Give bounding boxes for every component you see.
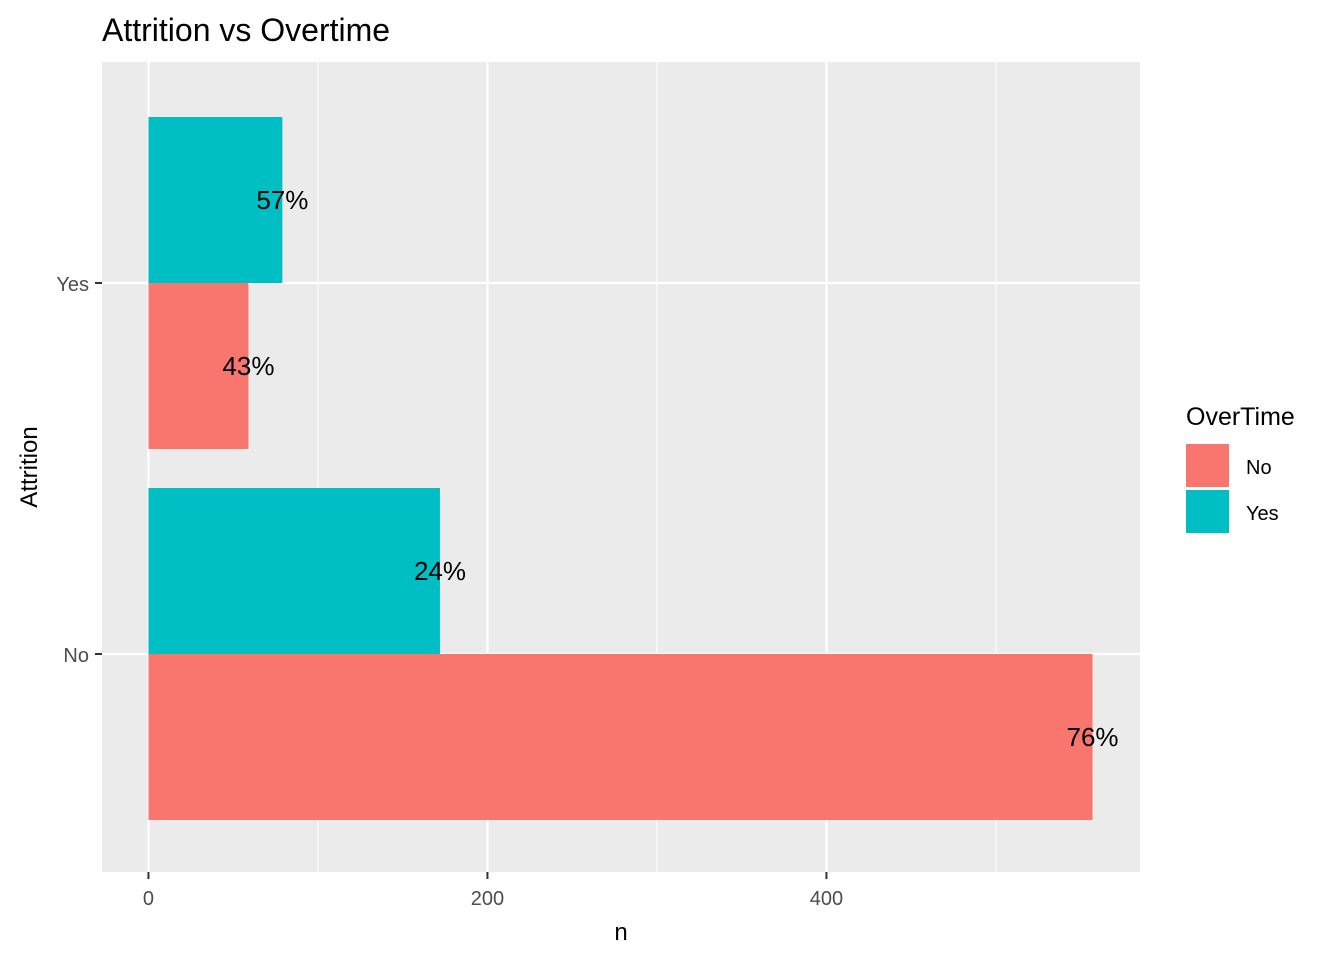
x-tick-label: 0 [143, 888, 154, 910]
chart-title: Attrition vs Overtime [102, 12, 390, 48]
y-axis-title: Attrition [16, 426, 43, 507]
legend-label-yes: Yes [1246, 503, 1279, 525]
x-tick-label: 200 [471, 888, 504, 910]
bar-yes-overtime-yes [148, 117, 283, 283]
y-tick-label: Yes [56, 274, 89, 296]
bar-labels: 76% 24% 43% 57% [222, 185, 1118, 752]
legend-key-no [1186, 444, 1229, 487]
bar-yes-overtime-no [148, 283, 249, 449]
bar-no-overtime-yes [148, 488, 440, 654]
axis-ticks: 0 200 400 No Yes [56, 274, 843, 910]
legend-key-yes [1186, 490, 1229, 533]
bar-no-overtime-no [148, 654, 1093, 820]
legend-label-no: No [1246, 457, 1272, 479]
bar-label-yes-overtime-no: 43% [222, 351, 274, 381]
legend-title: OverTime [1186, 403, 1295, 431]
x-axis-title: n [614, 919, 627, 946]
bars [148, 117, 1093, 820]
bar-label-no-overtime-no: 76% [1067, 722, 1119, 752]
bar-label-no-overtime-yes: 24% [414, 556, 466, 586]
bar-label-yes-overtime-yes: 57% [256, 185, 308, 215]
legend: OverTime No Yes [1186, 403, 1295, 533]
x-tick-label: 400 [810, 888, 843, 910]
y-tick-label: No [63, 645, 89, 667]
